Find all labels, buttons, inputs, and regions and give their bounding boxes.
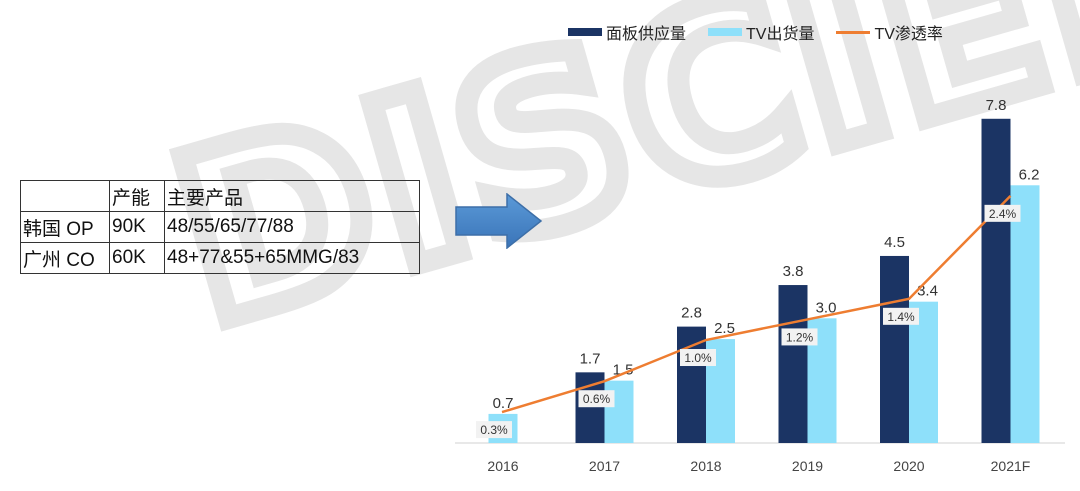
rate-label: 1.2%: [786, 330, 814, 344]
bar-tv-shipment: [604, 380, 634, 443]
data-label: 3.0: [816, 299, 837, 316]
table-row: 韩国 OP 90K 48/55/65/77/88: [20, 211, 420, 243]
rate-label-bg: [680, 349, 716, 367]
table-cell: 韩国 OP: [20, 211, 110, 243]
legend-swatch: [708, 28, 743, 36]
legend-label: TV出货量: [746, 26, 815, 43]
table-cell: 48/55/65/77/88: [164, 211, 420, 243]
legend-swatch: [568, 28, 602, 36]
bar-panel-supply: [575, 372, 605, 443]
x-tick-label: 2020: [893, 458, 924, 474]
table-cell: 48+77&55+65MMG/83: [164, 242, 420, 274]
rate-label: 2.4%: [989, 207, 1017, 221]
data-label: 1.7: [580, 350, 601, 367]
bar-panel-supply: [677, 326, 706, 443]
table-cell: 广州 CO: [20, 242, 110, 274]
x-tick-label: 2019: [792, 458, 823, 474]
rate-label: 0.3%: [480, 423, 508, 437]
data-label: 3.8: [783, 263, 804, 280]
data-label: 3.4: [917, 283, 938, 300]
bar-tv-shipment: [909, 301, 938, 443]
rate-label: 1.0%: [684, 351, 712, 365]
legend-item: 面板供应量: [568, 20, 686, 44]
data-label: 2.8: [681, 305, 702, 322]
legend-item: TV渗透率: [836, 20, 943, 44]
rate-label-bg: [476, 421, 512, 439]
x-tick-label: 2017: [589, 458, 620, 474]
legend-label: TV渗透率: [874, 26, 943, 43]
rate-label-bg: [883, 307, 919, 325]
legend-swatch: [836, 30, 871, 34]
rate-label-bg: [578, 390, 615, 408]
data-label: 0.7: [493, 395, 514, 412]
rate-label: 0.6%: [583, 392, 611, 406]
legend-item: TV出货量: [708, 20, 814, 44]
chart-legend: 面板供应量 TV出货量 TV渗透率: [568, 20, 943, 44]
right-arrow-icon: [455, 193, 543, 249]
data-label: 1.5: [613, 362, 634, 379]
rate-label-bg: [781, 328, 818, 346]
bar-panel-supply: [981, 118, 1011, 443]
data-label: 6.2: [1019, 166, 1040, 183]
table-row: 广州 CO 60K 48+77&55+65MMG/83: [20, 242, 420, 274]
rate-label: 1.4%: [887, 310, 915, 324]
bar-panel-supply: [778, 285, 808, 443]
rate-label-bg: [984, 204, 1021, 222]
data-label: 4.5: [884, 234, 905, 251]
legend-label: 面板供应量: [606, 26, 687, 43]
x-tick-label: 2018: [690, 458, 721, 474]
data-label: 7.8: [986, 97, 1007, 114]
capacity-table: 产能 主要产品 韩国 OP 90K 48/55/65/77/88 广州 CO 6…: [20, 180, 420, 274]
data-label: 2.5: [714, 320, 735, 337]
x-tick-label: 2021F: [991, 458, 1031, 474]
bar-tv-shipment: [1010, 185, 1040, 443]
bar-panel-supply: [880, 255, 909, 443]
line-tv-penetration: [501, 194, 1012, 414]
x-tick-label: 2016: [487, 458, 518, 474]
